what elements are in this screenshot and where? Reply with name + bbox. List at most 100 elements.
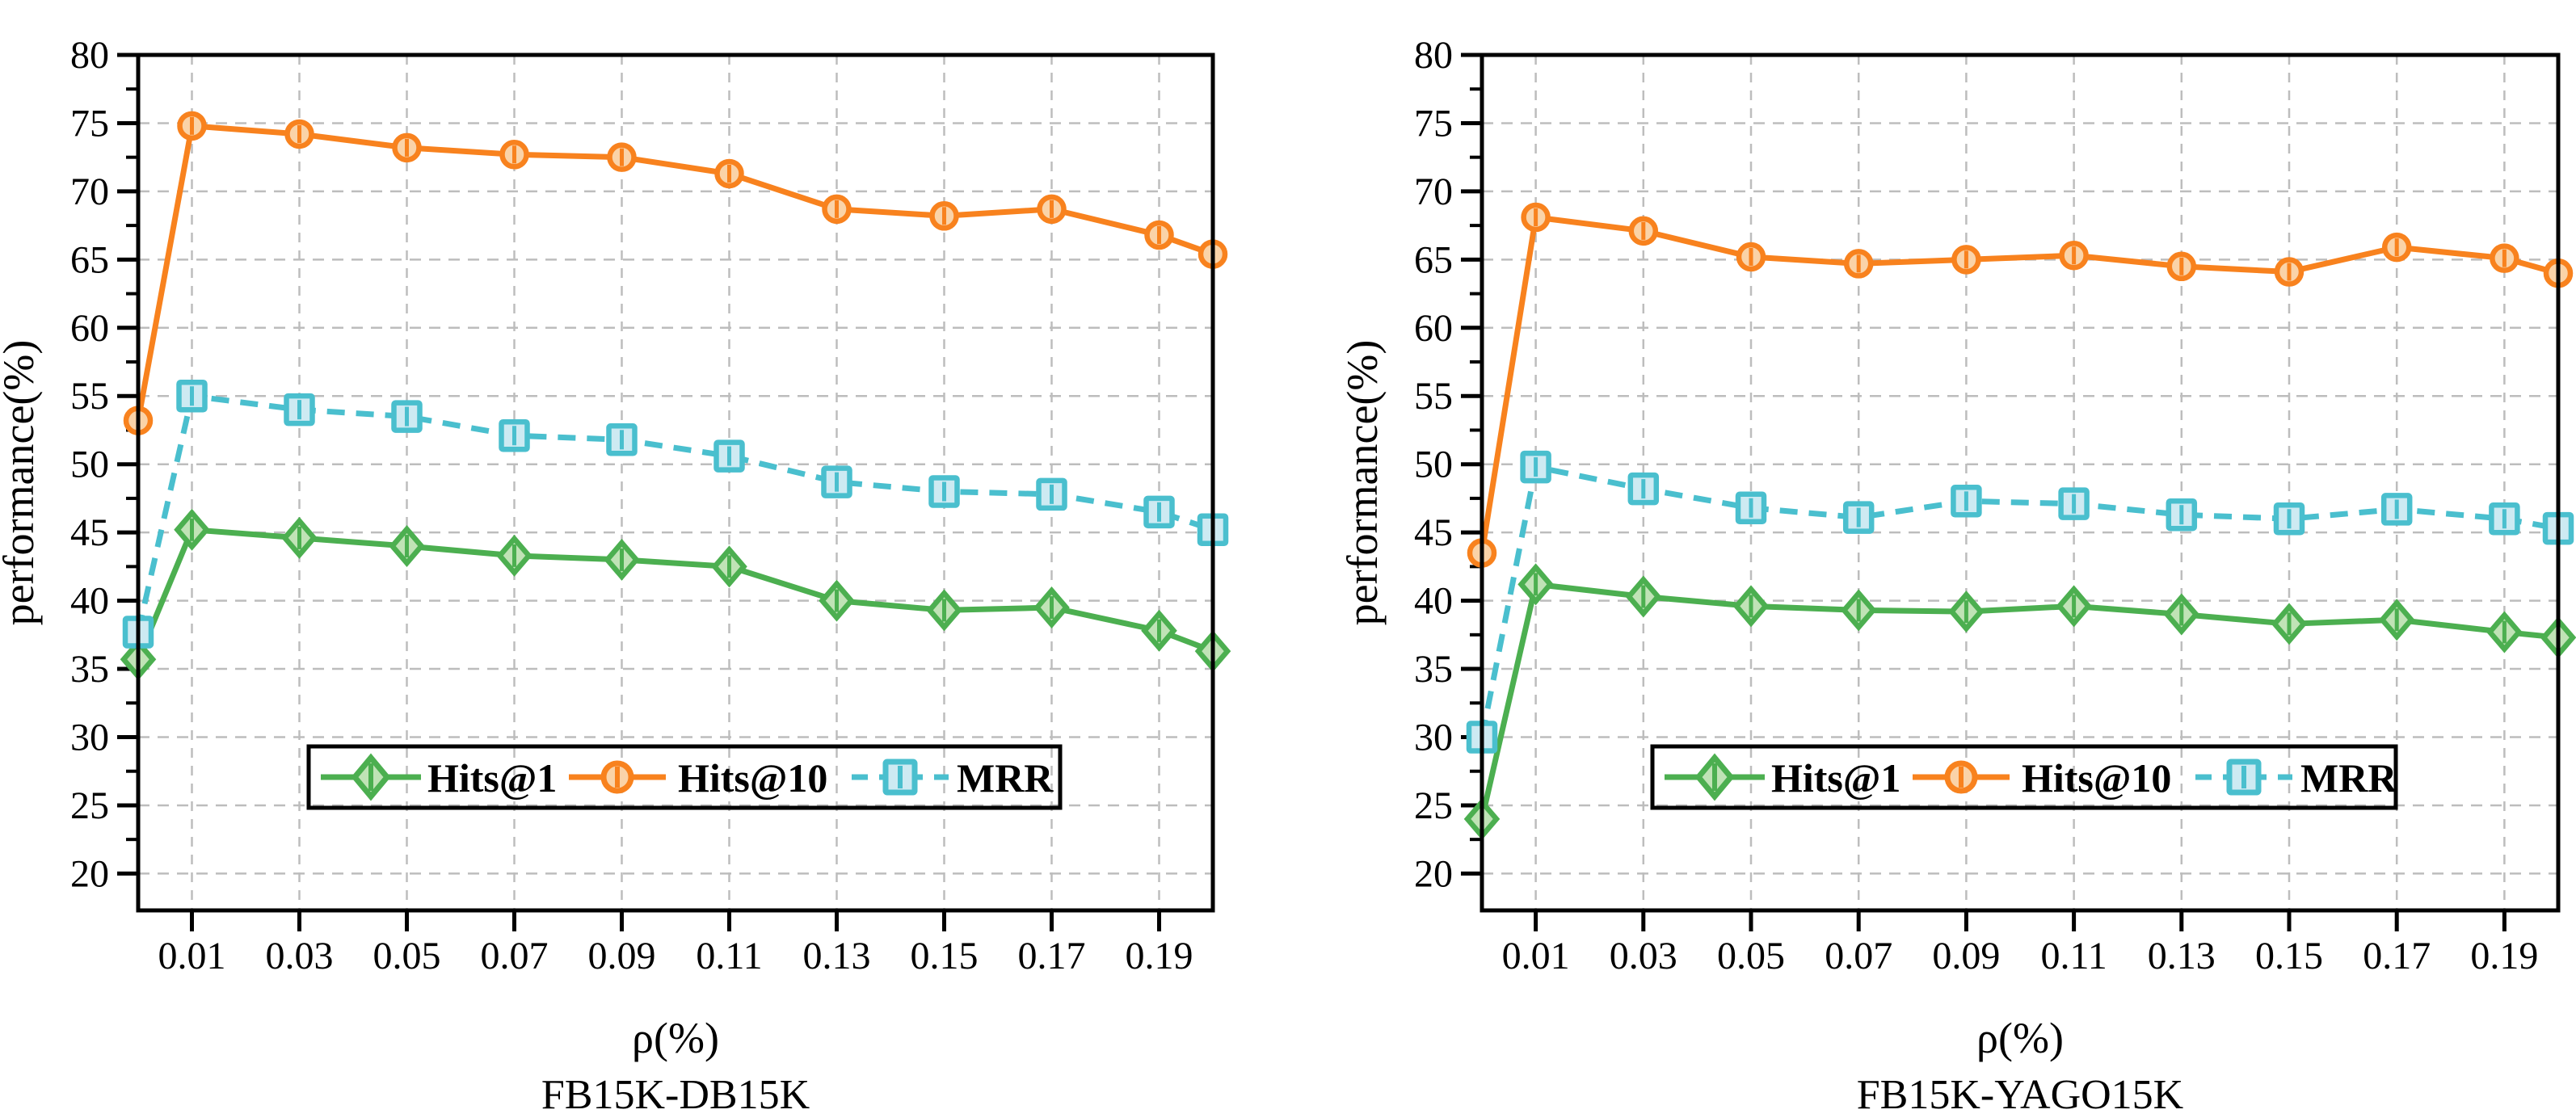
legend-entry-mrr: MRR [852, 755, 1054, 801]
legend-label: Hits@1 [1771, 755, 1900, 801]
diamond-marker [174, 508, 210, 551]
circle-marker [1944, 760, 1978, 794]
series-line [135, 527, 1214, 661]
square-marker [391, 400, 423, 433]
diamond-marker [1033, 586, 1070, 629]
circle-marker [822, 194, 852, 225]
series-line [135, 123, 1214, 422]
diamond-marker [2486, 611, 2523, 654]
circle-marker [1843, 249, 1874, 279]
diamond-marker [1625, 575, 1662, 618]
y-axis-label: performance(%) [0, 340, 43, 626]
circle-marker [1037, 194, 1067, 225]
legend-entry-hits-1: Hits@1 [321, 753, 557, 801]
plot-frame [136, 53, 1215, 913]
series-hits-1 [1463, 563, 2576, 840]
y-tick-label: 70 [1414, 170, 1453, 213]
x-tick-label: 0.11 [2040, 935, 2107, 977]
diamond-marker [496, 534, 532, 577]
square-marker [1951, 485, 1982, 518]
gridlines [1482, 55, 2558, 910]
line-chart-fb15k-yago15k: 0.01 0.03 0.05 0.07 0.09 0.11 0.13 0.15 0.17 0.19… [1288, 0, 2576, 1118]
x-tick-label: 0.05 [1717, 935, 1785, 977]
square-marker [176, 379, 208, 413]
x-axis-label: ρ(%) [1976, 1014, 2064, 1062]
legend-entry-hits-10: Hits@10 [1913, 755, 2171, 801]
circle-marker [499, 140, 529, 170]
series-line [135, 393, 1214, 633]
legend-label: Hits@10 [2022, 755, 2171, 801]
y-tick-label: 20 [1414, 852, 1453, 895]
series-hits-10 [123, 111, 1228, 435]
y-tick-label: 80 [1414, 34, 1453, 77]
x-tick-label: 0.09 [1932, 935, 2000, 977]
x-tick-label: 0.11 [696, 935, 762, 977]
series-hits-1 [120, 508, 1231, 681]
y-tick-label: 55 [1414, 375, 1453, 418]
x-axis-label: ρ(%) [632, 1014, 719, 1062]
y-tick-label: 65 [70, 238, 109, 281]
plot-frame [1480, 53, 2561, 913]
x-tick-label: 0.01 [158, 935, 226, 977]
x-tick-label: 0.15 [2255, 935, 2323, 977]
x-tick-label: 0.19 [2470, 935, 2538, 977]
x-tick-label: 0.13 [2148, 935, 2216, 977]
circle-marker [284, 119, 314, 149]
chart-panel-fb15k-yago15k: 0.01 0.03 0.05 0.07 0.09 0.11 0.13 0.15 0.17 0.19… [1288, 0, 2576, 1118]
y-tick-label: 70 [70, 170, 109, 213]
diamond-marker [389, 525, 425, 568]
y-tick-label: 65 [1414, 238, 1453, 281]
line-chart-fb15k-db15k: 0.01 0.03 0.05 0.07 0.09 0.11 0.13 0.15 0.17 0.19… [0, 34, 1231, 977]
circle-marker [1521, 202, 1551, 233]
diamond-marker [281, 516, 318, 559]
y-tick-label: 30 [1414, 716, 1453, 759]
legend-entry-mrr: MRR [2195, 755, 2397, 801]
square-marker [1036, 477, 1067, 511]
y-tick-label: 25 [1414, 784, 1453, 827]
square-marker [2166, 498, 2198, 532]
square-marker [1627, 472, 1660, 506]
legend-box [306, 744, 1063, 810]
square-marker [928, 475, 960, 508]
x-tick-label: 0.03 [266, 935, 334, 977]
circle-marker [929, 201, 959, 231]
diamond-marker [711, 545, 747, 588]
x-tick-label: 0.17 [1018, 935, 1086, 977]
diamond-marker [819, 579, 855, 622]
legend-label: MRR [2300, 755, 2397, 801]
legend: Hits@1 Hits@10 MRR [306, 744, 1063, 810]
y-tick-label: 25 [70, 784, 109, 827]
diamond-marker [1948, 591, 1985, 633]
circle-marker [1951, 245, 1981, 275]
legend: Hits@1 Hits@10 MRR [1650, 744, 2398, 810]
y-tick-label: 30 [70, 716, 109, 759]
axis-ticks [117, 53, 1161, 931]
diamond-marker [1840, 589, 1877, 632]
square-marker [1143, 495, 1175, 529]
diamond-marker [2163, 593, 2200, 636]
x-tick-label: 0.07 [481, 935, 549, 977]
plot-background [1288, 0, 2576, 1118]
diamond-marker [604, 538, 640, 581]
diamond-marker [2271, 603, 2308, 645]
chart-title: FB15K-YAGO15K [1856, 1072, 2184, 1118]
x-tick-label: 0.15 [911, 935, 979, 977]
circle-marker [2274, 257, 2305, 287]
circle-marker [714, 158, 744, 189]
y-tick-label: 60 [70, 307, 109, 350]
y-tick-label: 75 [1414, 102, 1453, 145]
y-tick-label: 45 [1414, 511, 1453, 554]
y-tick-label: 45 [70, 511, 109, 554]
x-tick-label: 0.03 [1610, 935, 1677, 977]
x-tick-labels: 0.01 0.03 0.05 0.07 0.09 0.11 0.13 0.15 0.17 0.19 [158, 935, 1193, 977]
x-tick-label: 0.13 [803, 935, 871, 977]
x-tick-label: 0.17 [2363, 935, 2431, 977]
circle-marker [2490, 243, 2519, 273]
x-tick-label: 0.05 [373, 935, 441, 977]
square-marker [713, 439, 745, 473]
circle-marker [1144, 220, 1174, 250]
legend-entry-hits-10: Hits@10 [569, 755, 827, 801]
legend-label: MRR [957, 755, 1054, 801]
square-marker [882, 759, 918, 796]
